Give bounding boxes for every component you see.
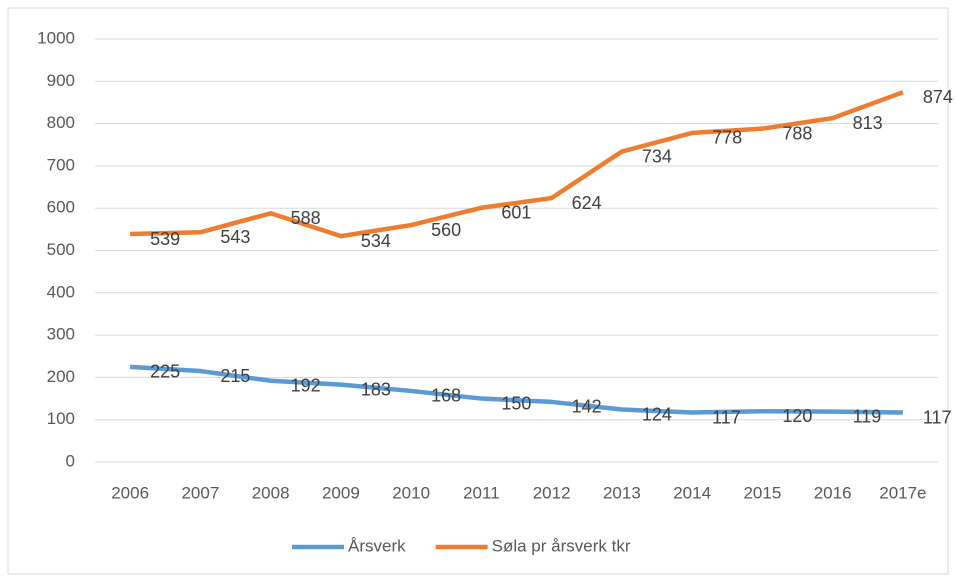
data-label: 117 [712, 407, 741, 427]
data-label: 124 [642, 404, 672, 424]
x-tick-label: 2008 [252, 483, 290, 502]
x-tick-label: 2011 [463, 483, 500, 502]
data-label: 192 [291, 376, 321, 396]
data-label: 215 [220, 366, 250, 386]
y-tick-label: 400 [47, 282, 75, 301]
x-tick-label: 2007 [181, 483, 219, 502]
x-tick-label: 2017e [879, 483, 926, 502]
x-tick-label: 2016 [814, 483, 852, 502]
series-line [129, 364, 903, 415]
data-label: 734 [642, 146, 672, 166]
y-tick-label: 0 [66, 451, 75, 470]
x-tick-label: 2009 [322, 483, 360, 502]
y-tick-label: 300 [47, 325, 75, 344]
x-tick-label: 2015 [743, 483, 781, 502]
y-tick-label: 200 [47, 367, 75, 386]
x-tick-label: 2012 [533, 483, 571, 502]
legend-label: Årsverk [348, 536, 406, 555]
data-label: 539 [150, 229, 180, 249]
chart-frame [7, 7, 949, 575]
data-label: 788 [782, 123, 812, 143]
y-tick-label: 600 [47, 198, 75, 217]
data-label: 183 [361, 379, 391, 399]
data-label: 168 [431, 386, 461, 406]
y-tick-label: 100 [47, 409, 75, 428]
x-tick-label: 2014 [673, 483, 711, 502]
y-tick-label: 800 [47, 113, 75, 132]
data-label: 117 [923, 407, 952, 427]
x-tick-label: 2006 [111, 483, 149, 502]
data-label: 778 [712, 128, 742, 148]
data-label: 588 [291, 208, 321, 228]
data-label: 150 [501, 393, 531, 413]
y-tick-label: 1000 [37, 28, 75, 47]
y-tick-label: 900 [47, 71, 75, 90]
data-label: 534 [361, 231, 391, 251]
data-label: 874 [923, 87, 953, 107]
data-label: 813 [853, 113, 883, 133]
x-tick-label: 2010 [392, 483, 430, 502]
data-label: 543 [220, 227, 250, 247]
data-label: 624 [572, 193, 602, 213]
data-label: 120 [782, 406, 812, 426]
data-label: 119 [853, 406, 882, 426]
data-label: 601 [501, 203, 531, 223]
data-label: 560 [431, 220, 461, 240]
data-label: 142 [572, 397, 602, 417]
legend-label: Søla pr årsverk tkr [492, 536, 631, 555]
series-line [130, 90, 904, 239]
x-tick-label: 2013 [603, 483, 641, 502]
y-tick-label: 700 [47, 155, 75, 174]
data-label: 225 [150, 362, 180, 382]
y-tick-label: 500 [47, 240, 75, 259]
